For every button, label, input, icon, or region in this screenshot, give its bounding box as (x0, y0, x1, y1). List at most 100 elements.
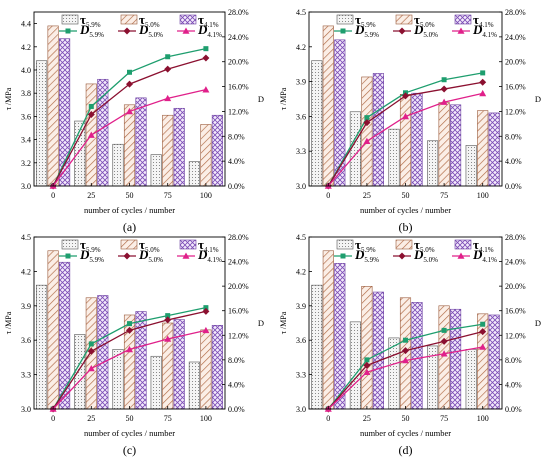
bar-2-4 (438, 305, 450, 410)
x-axis-label: number of cycles / number (84, 205, 175, 215)
bar-3-5 (488, 314, 500, 410)
legend-label-bar-2: τ5.0% (139, 237, 160, 254)
y-tick-label: 3.3 (21, 371, 31, 380)
line-point-2-4 (164, 65, 172, 73)
y2-tick-label: 4.0% (228, 157, 245, 166)
y-tick-label: 3.9 (21, 302, 31, 311)
line-point-1-5 (480, 70, 486, 76)
legend-swatch-bar-2 (120, 14, 138, 25)
x-tick-label: 25 (87, 414, 95, 423)
x-tick-label: 50 (126, 414, 134, 423)
bar-1-3 (388, 128, 400, 187)
y2-tick-label: 28.0% (228, 8, 249, 17)
line-point-1-5 (480, 321, 486, 327)
y-tick-label: 3.0 (296, 182, 306, 191)
line-point-1-2 (88, 341, 94, 347)
legend-swatch-bar-2 (120, 239, 138, 250)
line-point-3-2 (363, 368, 371, 375)
x-tick-label: 0 (51, 414, 55, 423)
legend-label-bar-2: τ5.0% (414, 12, 435, 29)
y2-axis-label: D (258, 318, 264, 328)
line-point-1-2 (364, 115, 370, 121)
panel-label: (c) (123, 443, 136, 457)
bar-3-3 (411, 302, 423, 410)
line-point-2-3 (126, 80, 133, 88)
bar-2-5 (200, 124, 212, 187)
line-point-2-4 (164, 316, 172, 324)
line-point-3-3 (126, 345, 133, 353)
y2-tick-label: 12.0% (505, 107, 526, 116)
legend-swatch-bar-1 (336, 239, 354, 250)
legend-label-line-1: D5.9% (354, 22, 379, 39)
y2-tick-label: 24.0% (505, 33, 526, 42)
y-tick-label: 3.2 (21, 159, 31, 168)
bar-1-3 (112, 143, 124, 187)
legend-swatch-bar-3 (179, 239, 197, 250)
legend-marker-line-3 (182, 27, 190, 34)
line-point-3-4 (164, 335, 172, 342)
x-axis-label: number of cycles / number (360, 205, 451, 215)
bar-1-2 (74, 334, 86, 410)
legend-label-bar-2: τ5.0% (414, 237, 435, 254)
bar-3-3 (411, 92, 423, 187)
bar-3-2 (97, 78, 109, 187)
y-axis-label: τ /MPa (4, 87, 13, 110)
x-tick-label: 75 (440, 191, 448, 200)
legend-label-line-2: D5.0% (138, 247, 163, 264)
y-axis-label: τ /MPa (4, 311, 13, 334)
y2-tick-label: 24.0% (228, 258, 249, 267)
legend-marker-line-2 (398, 252, 406, 260)
y2-tick-label: 28.0% (228, 233, 249, 242)
y2-tick-label: 0.0% (505, 182, 522, 191)
bar-2-1 (322, 250, 334, 410)
legend-marker-line-3 (457, 252, 465, 259)
legend-label-bar-3: τ4.1% (473, 237, 494, 254)
line-point-3-5 (202, 86, 210, 93)
y2-tick-label: 16.0% (505, 307, 526, 316)
line-point-3-4 (440, 98, 448, 105)
bar-1-2 (349, 111, 361, 187)
bar-3-4 (173, 107, 185, 187)
bar-2-2 (361, 76, 373, 187)
legend-swatch-bar-1 (61, 239, 79, 250)
y-tick-label: 3.8 (21, 89, 31, 98)
line-point-2-3 (126, 326, 133, 334)
legend-swatch-bar-2 (395, 239, 413, 250)
bar-3-2 (372, 73, 384, 187)
y2-tick-label: 4.0% (505, 380, 522, 389)
legend-label-bar-3: τ4.1% (473, 12, 494, 29)
line-point-1-4 (165, 54, 171, 60)
y2-tick-label: 16.0% (228, 83, 249, 92)
panel-label: (a) (123, 220, 136, 234)
bar-2-1 (47, 250, 59, 410)
y2-tick-label: 12.0% (228, 107, 249, 116)
y2-tick-label: 0.0% (505, 405, 522, 414)
bar-1-5 (465, 145, 477, 187)
y2-tick-label: 28.0% (505, 8, 526, 17)
y-tick-label: 3.0 (21, 182, 31, 191)
bar-3-3 (135, 97, 147, 187)
legend-label-bar-3: τ4.1% (198, 12, 219, 29)
line-point-2-5 (202, 307, 210, 315)
legend-marker-line-2 (123, 252, 131, 260)
legend-label-bar-1: τ5.9% (355, 237, 376, 254)
y-tick-label: 4.2 (21, 267, 31, 276)
y2-axis-label: D (535, 94, 541, 104)
line-point-3-5 (479, 343, 487, 350)
legend-swatch-bar-1 (336, 14, 354, 25)
line-point-2-2 (363, 119, 371, 127)
legend-marker-line-3 (182, 252, 190, 259)
chart-panel-1: 3.0 3.2 3.4 3.6 3.8 4.0 4.2 4.4 0.0% 4.0% 8.0% 12.0… (4, 8, 264, 234)
chart-panel-2: 3.0 3.3 3.6 3.9 4.2 4.5 0.0% 4.0% 8.0% 12.0% 16.0%… (279, 8, 541, 234)
bar-2-1 (322, 25, 334, 187)
x-tick-label: 0 (326, 191, 330, 200)
line-point-2-2 (87, 111, 95, 119)
line-point-1-5 (203, 46, 209, 52)
legend-swatch-bar-3 (454, 14, 472, 25)
bar-2-2 (361, 286, 373, 410)
bar-1-4 (427, 140, 439, 187)
y2-tick-label: 12.0% (228, 331, 249, 340)
x-axis-label: number of cycles / number (84, 428, 175, 438)
bar-1-5 (188, 161, 200, 187)
bar-2-5 (477, 110, 489, 187)
